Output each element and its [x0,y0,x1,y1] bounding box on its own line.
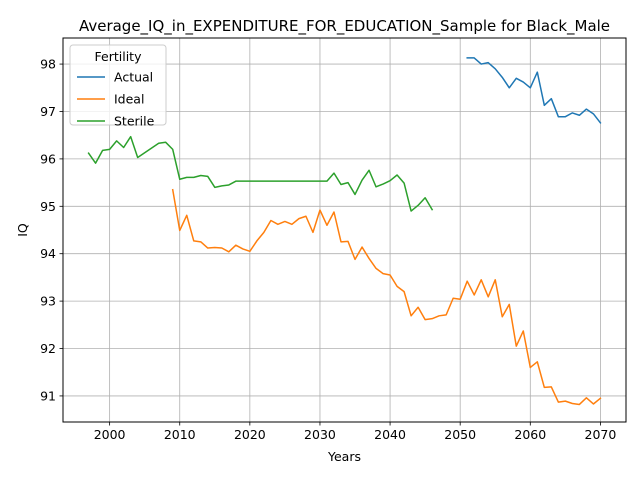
legend-label-sterile: Sterile [114,114,155,129]
y-tick-label: 97 [40,104,56,119]
legend-label-actual: Actual [114,70,153,85]
series-line-ideal [171,188,602,406]
series-line-actual [466,57,602,124]
legend-title: Fertility [95,49,143,64]
plot-frame [62,37,627,423]
chart-title: Average_IQ_in_EXPENDITURE_FOR_EDUCATION_… [79,17,610,36]
x-tick-label: 2070 [585,427,617,442]
y-tick-label: 93 [40,294,56,309]
y-tick-label: 91 [40,388,56,403]
y-tick-label: 92 [40,341,56,356]
legend-frame [69,44,167,126]
y-tick-label: 98 [40,57,56,72]
x-tick-label: 2040 [374,427,406,442]
x-tick-label: 2020 [234,427,266,442]
x-tick-label: 2000 [94,427,126,442]
grid [63,38,626,422]
x-tick-label: 2010 [164,427,196,442]
x-tick-label: 2030 [304,427,336,442]
x-tick-label: 2060 [514,427,546,442]
y-tick-label: 95 [40,199,56,214]
y-axis-title: IQ [15,223,30,237]
legend-label-ideal: Ideal [114,92,144,107]
series-line-sterile [87,135,434,212]
x-axis-title: Years [327,449,361,464]
series-lines [87,57,602,406]
y-tick-label: 94 [40,246,56,261]
axis-ticks: 2000 2010 2020 2030 2040 2050 2060 2070 91 92 93 94… [40,57,616,442]
legend: Fertility Actual Ideal Sterile [69,44,167,129]
y-tick-label: 96 [40,151,56,166]
x-tick-label: 2050 [444,427,476,442]
